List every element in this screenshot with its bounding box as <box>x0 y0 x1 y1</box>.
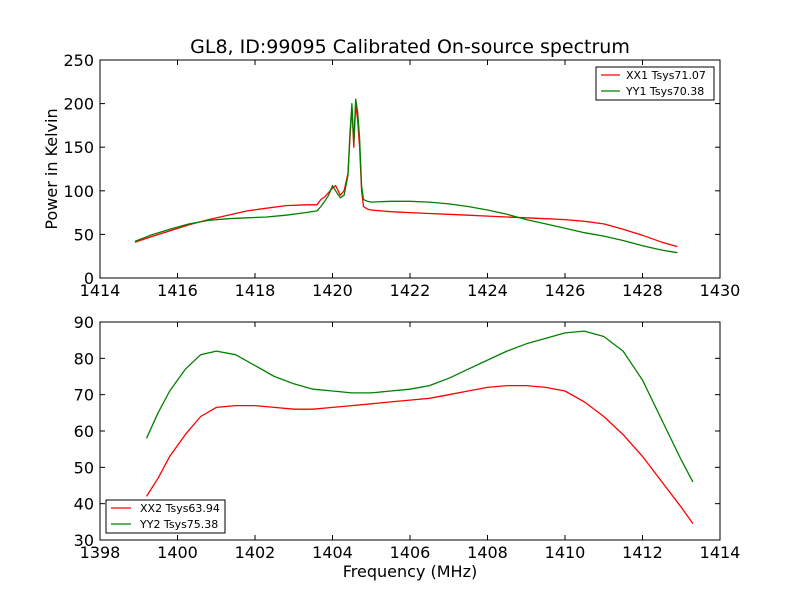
legend-label-xx1: XX1 Tsys71.07 <box>626 69 706 82</box>
y-tick-label: 100 <box>63 182 94 201</box>
y-tick-label: 70 <box>74 386 94 405</box>
bottom-x-ticks: 1398 1400 1402 1404 1406 1408 1410 1412 1414 <box>80 322 741 562</box>
y-tick-label: 90 <box>74 313 94 332</box>
bottom-y-ticks: 30 40 50 60 70 80 90 <box>74 313 720 550</box>
top-plot-lines <box>134 98 678 254</box>
top-legend-box <box>595 66 715 101</box>
x-tick-label: 1406 <box>390 543 431 562</box>
x-tick-label: 1414 <box>80 281 121 300</box>
bottom-x-axis-label: Frequency (MHz) <box>343 562 477 581</box>
bottom-legend-box <box>105 499 226 534</box>
x-tick-label: 1424 <box>467 281 508 300</box>
bottom-spectrum-panel: 1398 1400 1402 1404 1406 1408 1410 1412 1414 30 4… <box>74 313 741 581</box>
y-tick-label: 80 <box>74 349 94 368</box>
top-y-ticks: 0 50 100 150 200 250 <box>63 51 720 288</box>
x-tick-label: 1426 <box>545 281 586 300</box>
legend-label-yy1: YY1 Tsys70.38 <box>625 85 704 98</box>
x-tick-label: 1408 <box>467 543 508 562</box>
x-tick-label: 1412 <box>622 543 663 562</box>
x-tick-label: 1430 <box>700 281 741 300</box>
y-tick-label: 0 <box>84 269 94 288</box>
bottom-legend: XX2 Tsys63.94 YY2 Tsys75.38 <box>105 499 226 534</box>
x-tick-label: 1398 <box>80 543 121 562</box>
y-tick-label: 200 <box>63 95 94 114</box>
bottom-plot-lines <box>145 330 694 524</box>
x-tick-label: 1410 <box>545 543 586 562</box>
x-tick-label: 1414 <box>700 543 741 562</box>
x-tick-label: 1422 <box>390 281 431 300</box>
y-tick-label: 50 <box>74 458 94 477</box>
x-tick-label: 1416 <box>157 281 198 300</box>
top-spectrum-panel: 1414 1416 1418 1420 1422 1424 1426 1428 1430 0 50… <box>42 51 740 300</box>
x-tick-label: 1402 <box>235 543 276 562</box>
figure-title: GL8, ID:99095 Calibrated On-source spect… <box>190 36 630 58</box>
x-tick-label: 1404 <box>312 543 353 562</box>
x-tick-label: 1418 <box>235 281 276 300</box>
y-tick-label: 50 <box>74 225 94 244</box>
y-tick-label: 150 <box>63 138 94 157</box>
y-tick-label: 30 <box>74 531 94 550</box>
x-tick-label: 1400 <box>157 543 198 562</box>
y-tick-label: 60 <box>74 422 94 441</box>
y-tick-label: 40 <box>74 495 94 514</box>
x-tick-label: 1420 <box>312 281 353 300</box>
series-line-yy2 <box>145 330 694 483</box>
y-tick-label: 250 <box>63 51 94 70</box>
series-line-yy1 <box>134 98 678 254</box>
top-legend: XX1 Tsys71.07 YY1 Tsys70.38 <box>595 66 715 101</box>
legend-label-yy2: YY2 Tsys75.38 <box>139 518 218 531</box>
x-tick-label: 1428 <box>622 281 663 300</box>
legend-label-xx2: XX2 Tsys63.94 <box>140 502 220 515</box>
top-y-axis-label: Power in Kelvin <box>42 108 61 229</box>
top-x-ticks: 1414 1416 1418 1420 1422 1424 1426 1428 1430 <box>80 60 741 300</box>
series-line-xx2 <box>145 384 694 524</box>
